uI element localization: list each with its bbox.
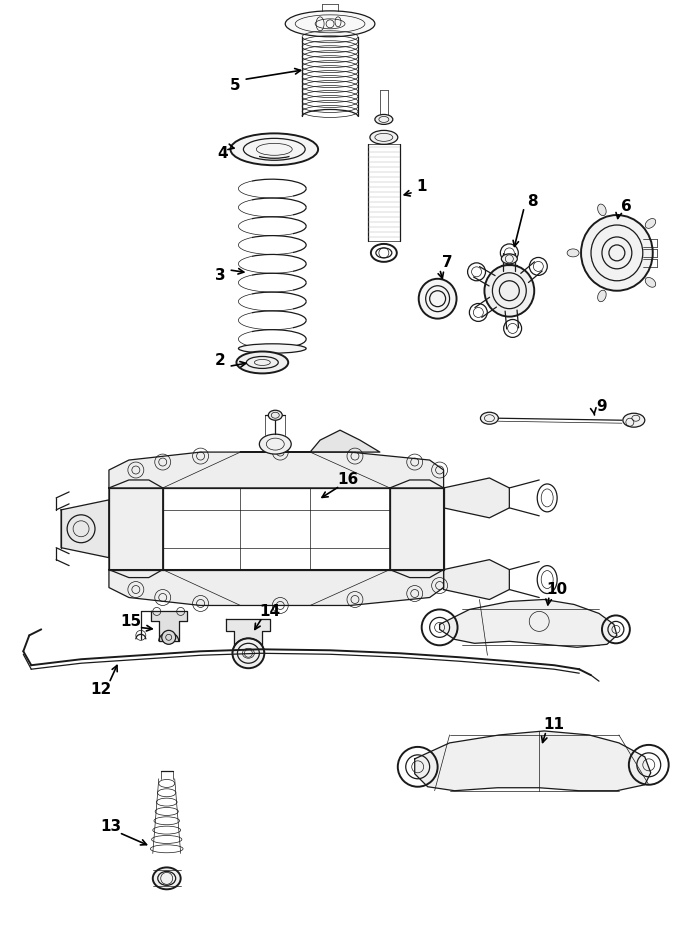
Text: 2: 2: [215, 353, 226, 368]
Polygon shape: [109, 452, 444, 488]
Text: 14: 14: [259, 604, 281, 619]
Text: 7: 7: [442, 255, 453, 271]
Text: 3: 3: [215, 269, 226, 283]
Ellipse shape: [268, 411, 282, 420]
Ellipse shape: [152, 867, 181, 889]
Ellipse shape: [237, 352, 288, 374]
Text: 13: 13: [100, 819, 121, 834]
Text: 9: 9: [597, 399, 607, 413]
Polygon shape: [440, 600, 617, 647]
Text: 10: 10: [546, 582, 568, 597]
Ellipse shape: [502, 254, 518, 264]
Ellipse shape: [419, 279, 457, 319]
Ellipse shape: [623, 413, 644, 428]
Ellipse shape: [645, 219, 656, 228]
Text: 11: 11: [544, 717, 564, 732]
Text: 15: 15: [120, 614, 141, 629]
Text: 1: 1: [417, 179, 427, 194]
Ellipse shape: [598, 204, 607, 216]
Circle shape: [161, 630, 176, 644]
Ellipse shape: [259, 434, 291, 454]
Polygon shape: [444, 560, 509, 600]
Text: 5: 5: [230, 79, 241, 93]
Text: 6: 6: [622, 199, 632, 214]
Ellipse shape: [239, 343, 306, 353]
Ellipse shape: [285, 10, 375, 37]
Ellipse shape: [645, 277, 656, 288]
Ellipse shape: [484, 265, 534, 317]
Polygon shape: [415, 731, 651, 791]
Polygon shape: [240, 430, 380, 452]
Polygon shape: [109, 480, 163, 578]
Ellipse shape: [598, 290, 607, 302]
Ellipse shape: [233, 639, 264, 668]
Polygon shape: [151, 611, 186, 641]
Text: 8: 8: [527, 194, 538, 209]
Ellipse shape: [230, 133, 318, 166]
Polygon shape: [109, 569, 444, 605]
Polygon shape: [226, 620, 270, 645]
Ellipse shape: [567, 249, 579, 257]
Ellipse shape: [370, 131, 398, 145]
Polygon shape: [61, 499, 109, 557]
Ellipse shape: [375, 114, 393, 125]
Polygon shape: [390, 480, 444, 578]
Text: 16: 16: [337, 472, 359, 487]
Polygon shape: [444, 478, 509, 517]
Text: 4: 4: [217, 146, 228, 161]
Ellipse shape: [480, 412, 498, 424]
Ellipse shape: [581, 215, 653, 290]
Text: 12: 12: [90, 682, 112, 696]
